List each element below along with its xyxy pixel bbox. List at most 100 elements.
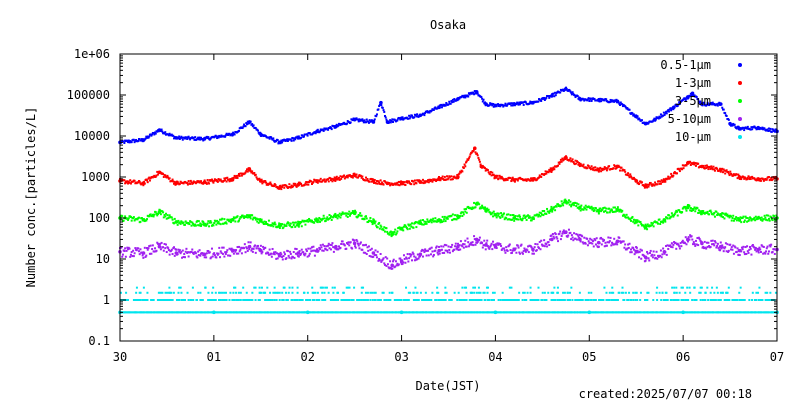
data-point <box>298 250 301 253</box>
data-point <box>458 97 461 100</box>
data-point <box>563 89 566 92</box>
data-point <box>378 259 381 262</box>
data-point <box>645 257 648 260</box>
data-point <box>605 291 608 294</box>
data-point <box>632 218 635 221</box>
data-point <box>719 241 722 244</box>
data-point <box>342 299 345 301</box>
data-point <box>635 179 638 182</box>
data-point <box>313 131 316 134</box>
data-point <box>472 91 475 94</box>
data-point <box>314 132 317 135</box>
data-point <box>346 122 349 125</box>
data-point <box>219 223 222 226</box>
data-point <box>719 249 722 252</box>
data-point <box>326 216 329 219</box>
data-point <box>130 219 133 222</box>
data-point <box>391 118 394 121</box>
data-point <box>564 198 567 201</box>
data-point <box>146 179 149 182</box>
data-point <box>374 311 377 314</box>
data-point <box>584 242 587 245</box>
data-point <box>607 311 610 314</box>
data-point <box>140 251 143 254</box>
data-point <box>682 311 685 314</box>
data-point <box>582 208 585 211</box>
data-point <box>393 230 396 233</box>
data-point <box>208 225 211 228</box>
data-point <box>678 170 681 173</box>
data-point <box>364 299 367 301</box>
data-point <box>450 214 453 217</box>
data-point <box>355 173 358 176</box>
data-point <box>703 101 705 104</box>
data-point <box>205 252 208 255</box>
data-point <box>243 311 246 314</box>
data-point <box>675 286 678 289</box>
data-point <box>413 183 416 186</box>
data-point <box>457 291 460 294</box>
data-point <box>673 311 676 314</box>
data-point <box>592 168 595 171</box>
data-point <box>505 104 508 107</box>
data-point <box>254 251 257 254</box>
data-point <box>578 236 581 239</box>
data-point <box>619 240 622 243</box>
data-point <box>123 250 126 253</box>
data-point <box>127 311 130 314</box>
data-point <box>163 214 166 217</box>
data-point <box>666 177 669 180</box>
data-point <box>200 180 203 183</box>
data-point <box>335 175 338 178</box>
data-point <box>492 215 495 218</box>
data-point <box>356 299 359 301</box>
data-point <box>301 134 304 137</box>
data-point <box>419 311 422 314</box>
data-point <box>483 239 486 242</box>
data-point <box>702 245 705 248</box>
data-point <box>222 179 225 182</box>
data-point <box>608 101 611 104</box>
data-point <box>319 130 322 133</box>
data-point <box>267 251 270 254</box>
data-point <box>228 132 231 135</box>
data-point <box>407 299 410 301</box>
data-point <box>494 174 497 177</box>
data-point <box>705 247 708 250</box>
data-point <box>652 299 655 301</box>
data-point <box>307 183 310 186</box>
data-point <box>672 174 675 177</box>
data-point <box>684 98 687 101</box>
data-point <box>397 183 400 186</box>
data-point <box>178 286 181 289</box>
data-point <box>407 223 410 226</box>
data-point <box>381 291 384 294</box>
data-point <box>542 214 545 217</box>
data-point <box>306 181 309 184</box>
data-point <box>400 311 403 314</box>
data-point <box>431 180 434 183</box>
data-point <box>648 183 651 186</box>
data-point <box>476 92 479 95</box>
data-point <box>229 254 232 257</box>
data-point <box>545 96 548 99</box>
data-point <box>343 121 346 124</box>
data-point <box>305 311 308 314</box>
data-point <box>516 215 519 218</box>
data-point <box>603 166 606 169</box>
data-point <box>516 218 519 221</box>
data-point <box>562 230 565 233</box>
data-point <box>308 254 311 257</box>
data-point <box>396 181 399 184</box>
data-point <box>543 245 546 248</box>
data-point <box>211 180 214 183</box>
data-point <box>440 245 443 248</box>
data-point <box>156 173 159 176</box>
data-point <box>333 176 336 179</box>
data-point <box>551 210 554 213</box>
data-point <box>698 211 701 214</box>
data-point <box>292 185 295 188</box>
data-point <box>443 218 446 221</box>
data-point <box>330 244 333 247</box>
data-point <box>347 241 350 244</box>
